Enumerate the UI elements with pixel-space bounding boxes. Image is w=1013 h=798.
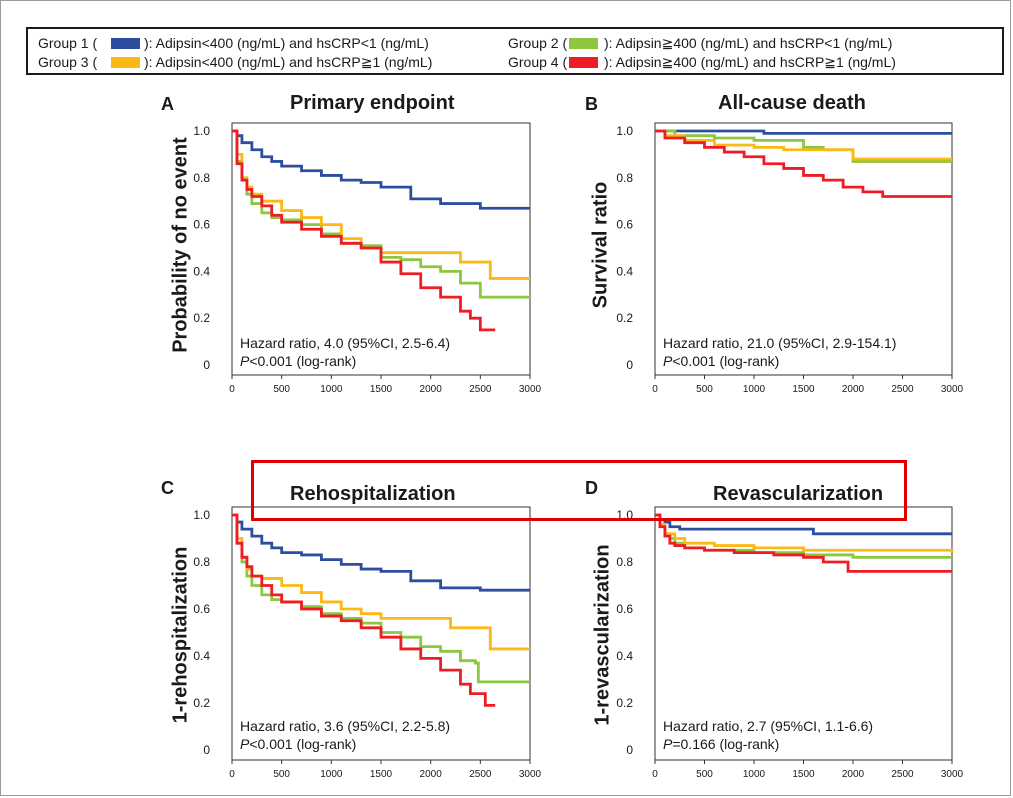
panel-c-y-tick-label: 0.6	[193, 602, 210, 616]
panel-a-y-tick-label: 1.0	[193, 124, 210, 138]
panel-b-stats: Hazard ratio, 21.0 (95%CI, 2.9-154.1) P<…	[663, 334, 896, 370]
panel-d-y-tick-label: 0.4	[616, 649, 633, 663]
panel-d-y-tick-label: 0.8	[616, 555, 633, 569]
panel-c-letter: C	[161, 478, 174, 498]
panel-a-letter: A	[161, 94, 174, 114]
panel-d-y-tick-label: 0	[626, 743, 633, 757]
panel-b-letter: B	[585, 94, 598, 114]
panel-a-x-tick-label: 1000	[320, 384, 343, 395]
legend-g2-desc: ): Adipsin≧400 (ng/mL) and hsCRP<1 (ng/m…	[604, 35, 893, 51]
panel-b-x-tick-label: 500	[696, 384, 713, 395]
legend-g4-swatch	[569, 57, 598, 68]
panel-c-y-tick-label: 0.4	[193, 649, 210, 663]
panel-a-group-4-line	[232, 129, 496, 332]
panel-a-y-tick-label: 0.2	[193, 311, 210, 325]
panel-c-y-tick-label: 0.8	[193, 555, 210, 569]
panel-b-y-tick-label: 0.8	[616, 171, 633, 185]
panel-c-x-tick-label: 0	[229, 769, 235, 780]
panel-a-x-tick-label: 2500	[469, 384, 492, 395]
panel-b-title: All-cause death	[718, 92, 866, 114]
panel-b-y-tick-label: 0.6	[616, 218, 633, 232]
panel-c-group-1-line	[232, 513, 530, 592]
panel-a-group-3-line	[232, 129, 530, 280]
panel-b-y-tick-label: 0	[626, 358, 633, 372]
panel-d-group-3-line	[655, 513, 954, 553]
panel-c-x-tick-label: 2000	[420, 769, 443, 780]
panel-b-x-tick-label: 0	[652, 384, 658, 395]
panel-b-group-4-line	[655, 129, 952, 198]
panel-a-y-tick-label: 0.4	[193, 264, 210, 278]
panel-b-hr: Hazard ratio, 21.0 (95%CI, 2.9-154.1)	[663, 335, 897, 351]
legend-g3-swatch	[111, 57, 140, 68]
panel-a-x-tick-label: 1500	[370, 384, 393, 395]
legend-g4-desc: ): Adipsin≧400 (ng/mL) and hsCRP≧1 (ng/m…	[604, 54, 896, 70]
panel-c-hr: Hazard ratio, 3.6 (95%CI, 2.2-5.8)	[240, 718, 451, 734]
legend-g4-label: Group 4 (	[508, 54, 568, 70]
panel-b-pvalue: P<0.001 (log-rank)	[663, 353, 780, 369]
panel-c-y-tick-label: 1.0	[193, 508, 210, 522]
panel-d-x-tick-label: 1000	[743, 769, 766, 780]
panel-c-y-tick-label: 0.2	[193, 696, 210, 710]
panel-b-x-tick-label: 1000	[743, 384, 766, 395]
legend-g2-label: Group 2 (	[508, 35, 568, 51]
highlight-box	[251, 460, 907, 521]
panel-b-group-3-line	[655, 129, 952, 161]
legend-g3-desc: ): Adipsin<400 (ng/mL) and hsCRP≧1 (ng/m…	[144, 54, 433, 70]
panel-d-y-tick-label: 0.6	[616, 602, 633, 616]
panel-c-group-4-line	[232, 513, 496, 707]
panel-b-y-tick-label: 0.2	[616, 311, 633, 325]
panel-a-hr: Hazard ratio, 4.0 (95%CI, 2.5-6.4)	[240, 335, 451, 351]
panel-b-group-2-line	[655, 129, 952, 163]
legend-g1-desc: ): Adipsin<400 (ng/mL) and hsCRP<1 (ng/m…	[144, 35, 429, 51]
panel-a-y-tick-label: 0.8	[193, 171, 210, 185]
legend-g2-swatch	[569, 38, 598, 49]
panel-c-pvalue: P<0.001 (log-rank)	[240, 736, 357, 752]
panel-a-stats: Hazard ratio, 4.0 (95%CI, 2.5-6.4) P<0.0…	[240, 334, 450, 370]
panel-d-x-tick-label: 500	[696, 769, 713, 780]
panel-c-stats: Hazard ratio, 3.6 (95%CI, 2.2-5.8) P<0.0…	[240, 717, 450, 753]
panel-d-stats: Hazard ratio, 2.7 (95%CI, 1.1-6.6) P=0.1…	[663, 717, 873, 753]
panel-d-x-tick-label: 0	[652, 769, 658, 780]
panel-c-title: Rehospitalization	[290, 483, 456, 505]
legend-box: Group 1 ( ): Adipsin<400 (ng/mL) and hsC…	[26, 27, 1004, 75]
panel-a-group-1-line	[232, 129, 530, 210]
legend-g1-label: Group 1 (	[38, 35, 98, 51]
panel-a-x-tick-label: 500	[273, 384, 290, 395]
panel-c-y-tick-label: 0	[203, 743, 210, 757]
panel-c-x-tick-label: 3000	[519, 769, 542, 780]
panel-b-x-tick-label: 2500	[891, 384, 914, 395]
panel-c-x-tick-label: 1500	[370, 769, 393, 780]
panel-b-x-tick-label: 1500	[792, 384, 815, 395]
panel-c-x-tick-label: 1000	[320, 769, 343, 780]
panel-d-x-tick-label: 3000	[941, 769, 964, 780]
panel-d-group-4-line	[655, 513, 952, 573]
panel-b-x-tick-label: 2000	[842, 384, 865, 395]
panel-b-x-tick-label: 3000	[941, 384, 964, 395]
panel-a-y-tick-label: 0.6	[193, 218, 210, 232]
panel-a-title: Primary endpoint	[290, 92, 455, 114]
panel-d-hr: Hazard ratio, 2.7 (95%CI, 1.1-6.6)	[663, 718, 874, 734]
panel-a-pvalue: P<0.001 (log-rank)	[240, 353, 357, 369]
panel-d-letter: D	[585, 478, 598, 498]
panel-d-pvalue: P=0.166 (log-rank)	[663, 736, 780, 752]
panel-d-x-tick-label: 2500	[891, 769, 914, 780]
panel-d-title: Revascularization	[713, 483, 884, 505]
panel-c-x-tick-label: 500	[273, 769, 290, 780]
panel-b-group-1-line	[655, 129, 952, 135]
panel-d-x-tick-label: 1500	[792, 769, 815, 780]
panel-c-x-tick-label: 2500	[469, 769, 492, 780]
panel-d-x-tick-label: 2000	[842, 769, 865, 780]
legend-g3-label: Group 3 (	[38, 54, 98, 70]
panel-a-y-tick-label: 0	[203, 358, 210, 372]
panel-a-x-tick-label: 3000	[519, 384, 542, 395]
panel-b-y-tick-label: 0.4	[616, 264, 633, 278]
panel-d-y-tick-label: 0.2	[616, 696, 633, 710]
panel-b-y-tick-label: 1.0	[616, 124, 633, 138]
panel-c-group-2-line	[232, 513, 530, 684]
legend-g1-swatch	[111, 38, 140, 49]
panel-a-x-tick-label: 0	[229, 384, 235, 395]
panel-a-x-tick-label: 2000	[420, 384, 443, 395]
